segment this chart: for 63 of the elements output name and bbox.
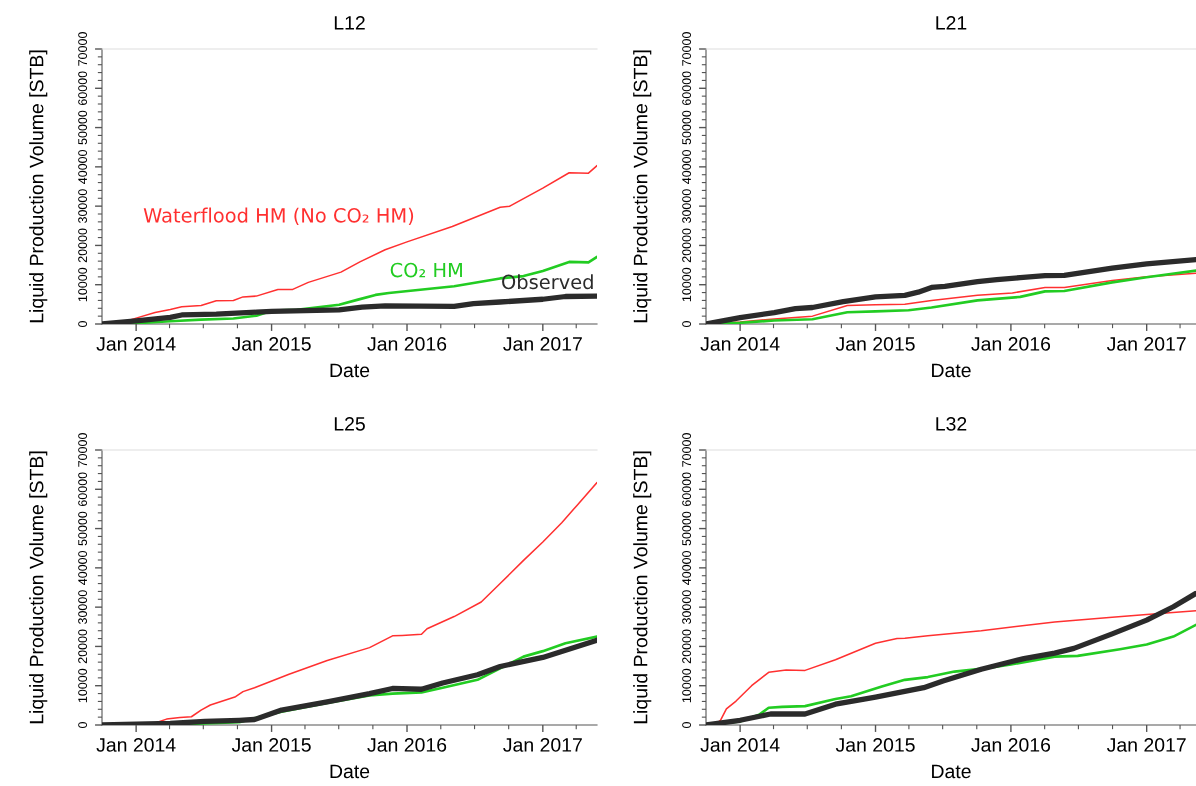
y-tick-label: 20000 [78, 228, 88, 263]
y-tick-label: 40000 [78, 550, 88, 585]
series-label: CO₂ HM [390, 262, 462, 278]
y-tick-label: 70000 [78, 32, 88, 66]
y-tick-label: 60000 [78, 71, 88, 106]
y-tick-label: 30000 [78, 189, 88, 224]
y-tick-label: 0 [682, 722, 692, 728]
y-tick-label: 10000 [682, 668, 692, 703]
x-tick-label: Jan 2017 [1106, 337, 1186, 351]
y-tick-label: 30000 [78, 590, 88, 625]
y-tick-label: 70000 [682, 433, 692, 467]
y-tick-label: 20000 [682, 228, 692, 263]
y-tick-label: 50000 [682, 110, 692, 145]
x-tick-label: Jan 2015 [835, 738, 915, 752]
y-tick-label: 60000 [682, 71, 692, 106]
y-axis-title: Liquid Production Volume [STB] [29, 50, 48, 323]
x-axis-title: Date [932, 764, 971, 779]
y-tick-label: 0 [682, 321, 692, 327]
chart-title: L32 [936, 416, 967, 431]
y-tick-label: 70000 [682, 32, 692, 66]
x-tick-label: Jan 2017 [503, 337, 582, 351]
chart-title: L25 [334, 416, 365, 431]
x-tick-label: Jan 2015 [231, 738, 311, 752]
x-axis-title: Date [932, 363, 971, 378]
series-label: Waterflood HM (No CO₂ HM) [143, 207, 414, 225]
chart-title: L21 [936, 15, 967, 30]
y-axis-title: Liquid Production Volume [STB] [633, 50, 652, 323]
x-tick-label: Jan 2014 [700, 337, 780, 351]
y-axis-title: Liquid Production Volume [STB] [29, 451, 48, 724]
x-tick-label: Jan 2016 [971, 337, 1051, 351]
chart-title: L12 [334, 15, 365, 30]
y-tick-label: 20000 [78, 629, 88, 664]
y-tick-label: 50000 [78, 110, 88, 145]
x-tick-label: Jan 2017 [1106, 738, 1186, 752]
x-axis-title: Date [330, 764, 370, 779]
series-label: Observed [502, 274, 593, 290]
y-tick-label: 20000 [682, 629, 692, 664]
y-tick-label: 30000 [682, 590, 692, 625]
y-tick-label: 70000 [78, 433, 88, 467]
y-axis-title: Liquid Production Volume [STB] [633, 451, 652, 724]
y-tick-label: 60000 [682, 472, 692, 507]
x-tick-label: Jan 2014 [96, 337, 176, 351]
y-tick-label: 10000 [78, 267, 88, 302]
y-tick-label: 40000 [682, 149, 692, 184]
y-tick-label: 10000 [78, 668, 88, 703]
x-axis-title: Date [330, 363, 370, 378]
y-tick-label: 50000 [78, 511, 88, 546]
y-tick-label: 30000 [682, 189, 692, 224]
y-tick-label: 50000 [682, 511, 692, 546]
x-tick-label: Jan 2015 [231, 337, 311, 351]
x-tick-label: Jan 2016 [367, 337, 447, 351]
y-tick-label: 0 [78, 722, 88, 728]
x-tick-label: Jan 2015 [835, 337, 915, 351]
x-tick-label: Jan 2016 [971, 738, 1051, 752]
y-tick-label: 0 [78, 321, 88, 327]
y-tick-label: 40000 [78, 149, 88, 184]
x-tick-label: Jan 2016 [367, 738, 447, 752]
x-tick-label: Jan 2014 [700, 738, 780, 752]
x-tick-label: Jan 2017 [503, 738, 582, 752]
y-tick-label: 10000 [682, 267, 692, 302]
y-tick-label: 60000 [78, 472, 88, 507]
y-tick-label: 40000 [682, 550, 692, 585]
x-tick-label: Jan 2014 [96, 738, 176, 752]
